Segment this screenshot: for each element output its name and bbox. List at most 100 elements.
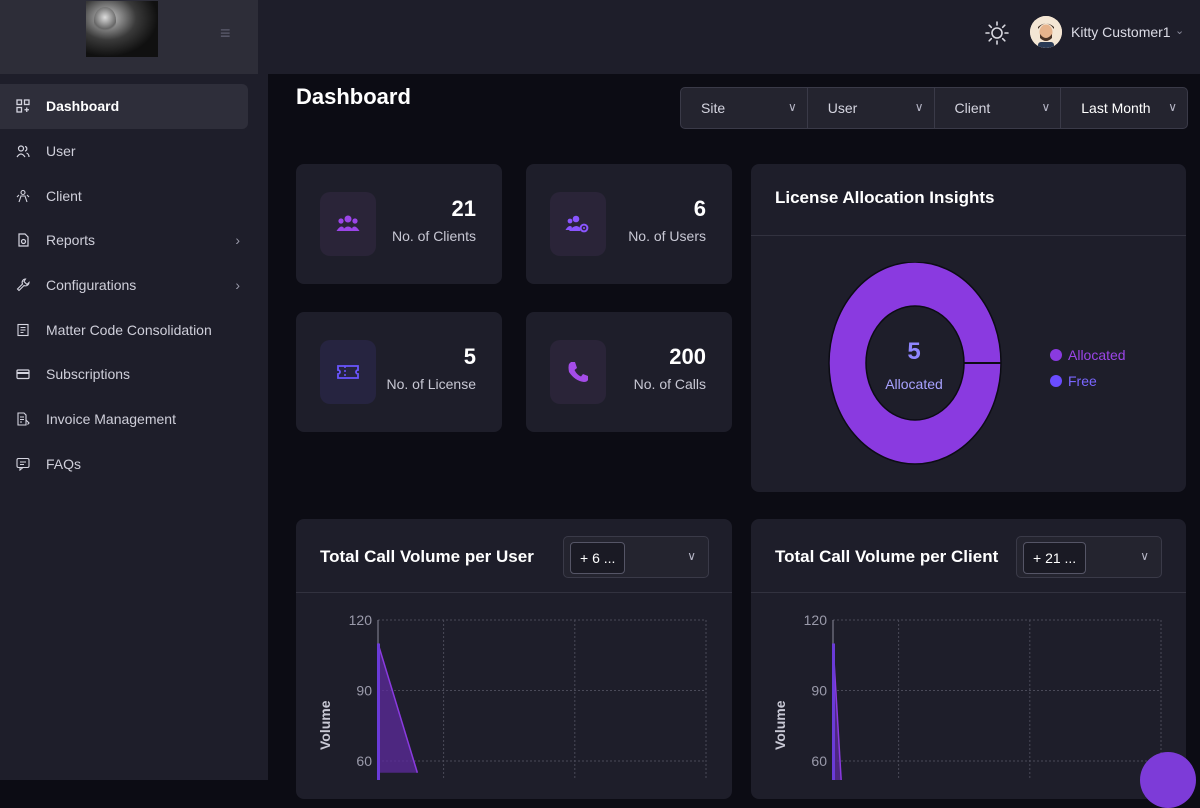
avatar[interactable] (1030, 16, 1062, 48)
stat-card-calls: 200 No. of Calls (526, 312, 732, 432)
chat-help-button[interactable] (1140, 752, 1196, 808)
sidebar-item-label: Reports (46, 232, 96, 249)
y-tick-label: 60 (356, 753, 372, 769)
stat-label: No. of License (386, 376, 477, 392)
sidebar-item-label: User (46, 143, 76, 160)
user-volume-chart: 120 90 60 Volume (317, 612, 707, 780)
series-line[interactable] (377, 643, 419, 773)
stat-value: 5 (463, 344, 476, 369)
sidebar-item-label: Invoice Management (46, 411, 176, 428)
legend-item-allocated[interactable]: Allocated (1050, 342, 1126, 368)
logo-bar: ≡ (0, 0, 258, 74)
stat-label: No. of Calls (633, 376, 706, 392)
stat-label: No. of Users (628, 228, 706, 244)
filter-user[interactable]: User ∨ (808, 88, 935, 128)
sidebar-item-dashboard[interactable]: Dashboard (0, 84, 248, 129)
stat-card-license: 5 No. of License (296, 312, 502, 432)
sidebar-item-label: Dashboard (46, 98, 120, 115)
card-icon (16, 367, 30, 381)
donut-center-label: Allocated (885, 376, 943, 392)
user-multiselect[interactable]: + 6 ... ∨ (563, 536, 709, 578)
stat-card-clients: 21 No. of Clients (296, 164, 502, 284)
sidebar-item-label: Subscriptions (46, 366, 131, 383)
sidebar-item-reports[interactable]: Reports › (0, 218, 248, 263)
donut-center-value: 5 (907, 338, 921, 365)
sidebar-item-user[interactable]: User (0, 129, 248, 174)
consolidation-icon (16, 323, 30, 337)
chevron-right-icon: › (235, 277, 240, 294)
donut-legend: Allocated Free (1050, 342, 1126, 394)
clients-icon (320, 192, 376, 256)
selected-count-chip[interactable]: + 21 ... (1023, 542, 1087, 574)
card-title: License Allocation Insights (775, 188, 995, 207)
sidebar: ≡ Dashboard User Client Reports › Configurati… (0, 0, 268, 780)
stat-value: 6 (693, 196, 706, 221)
legend-swatch (1050, 349, 1062, 361)
filter-date-range[interactable]: Last Month ∨ (1061, 88, 1187, 128)
chevron-down-icon[interactable]: ⌄ (1175, 25, 1185, 37)
sidebar-item-faqs[interactable]: FAQs (0, 442, 248, 487)
legend-label: Free (1068, 373, 1097, 389)
sun-theme-toggle-icon[interactable] (984, 20, 1010, 46)
stat-value: 21 (451, 196, 476, 221)
y-tick-label: 120 (804, 612, 828, 628)
dashboard-icon (16, 99, 30, 113)
chevron-down-icon: ∨ (787, 100, 797, 114)
sidebar-item-invoice-management[interactable]: Invoice Management (0, 397, 248, 442)
filter-bar: Site ∨ User ∨ Client ∨ Last Month ∨ (680, 87, 1188, 129)
y-tick-label: 90 (356, 683, 372, 699)
hamburger-menu-icon[interactable]: ≡ (220, 23, 231, 43)
y-axis-label: Volume (317, 700, 333, 750)
chevron-down-icon: ∨ (687, 549, 696, 563)
faq-icon (16, 457, 30, 471)
legend-swatch (1050, 375, 1062, 387)
y-axis-label: Volume (772, 700, 788, 750)
chevron-down-icon: ∨ (1041, 100, 1051, 114)
sidebar-item-matter-code-consolidation[interactable]: Matter Code Consolidation (0, 307, 248, 352)
chevron-down-icon: ∨ (1168, 100, 1177, 114)
sidebar-item-subscriptions[interactable]: Subscriptions (0, 352, 248, 397)
users-icon (16, 144, 30, 158)
legend-item-free[interactable]: Free (1050, 368, 1126, 394)
card-divider (751, 235, 1186, 236)
y-tick-label: 120 (349, 612, 373, 628)
client-multiselect[interactable]: + 21 ... ∨ (1016, 536, 1162, 578)
sidebar-item-label: Configurations (46, 277, 137, 294)
filter-client[interactable]: Client ∨ (935, 88, 1062, 128)
card-divider (751, 592, 1186, 593)
y-tick-label: 60 (811, 753, 827, 769)
stat-label: No. of Clients (391, 228, 476, 244)
filter-label: Site (701, 100, 726, 116)
client-icon (16, 189, 30, 203)
report-icon (16, 233, 30, 248)
sidebar-nav: Dashboard User Client Reports › Configuration… (0, 84, 268, 486)
card-title: Total Call Volume per User (320, 547, 534, 566)
sidebar-item-label: Client (46, 187, 82, 204)
area-left-edge (377, 643, 380, 780)
area-left-edge (832, 643, 835, 780)
wrench-icon (16, 278, 30, 292)
filter-label: User (827, 100, 858, 116)
ticket-icon (320, 340, 376, 404)
invoice-icon (16, 412, 30, 426)
user-name[interactable]: Kitty Customer1 (1071, 24, 1171, 40)
stat-value: 200 (669, 344, 706, 369)
users-settings-icon (550, 192, 606, 256)
sidebar-item-client[interactable]: Client (0, 173, 248, 218)
sidebar-item-label: FAQs (46, 455, 82, 472)
license-donut-chart (828, 262, 1002, 465)
sidebar-item-label: Matter Code Consolidation (46, 321, 212, 338)
chevron-down-icon: ∨ (914, 100, 924, 114)
legend-label: Allocated (1068, 347, 1126, 363)
filter-site[interactable]: Site ∨ (681, 88, 808, 128)
selected-count-chip[interactable]: + 6 ... (570, 542, 626, 574)
phone-icon (550, 340, 606, 404)
page-title: Dashboard (296, 84, 411, 109)
filter-label: Client (954, 100, 991, 116)
sidebar-item-configurations[interactable]: Configurations › (0, 263, 248, 308)
chevron-right-icon: › (235, 232, 240, 249)
card-title: Total Call Volume per Client (775, 547, 999, 566)
client-volume-chart: 120 90 60 Volume (772, 612, 1162, 780)
filter-label: Last Month (1081, 100, 1151, 116)
chevron-down-icon: ∨ (1140, 549, 1149, 563)
